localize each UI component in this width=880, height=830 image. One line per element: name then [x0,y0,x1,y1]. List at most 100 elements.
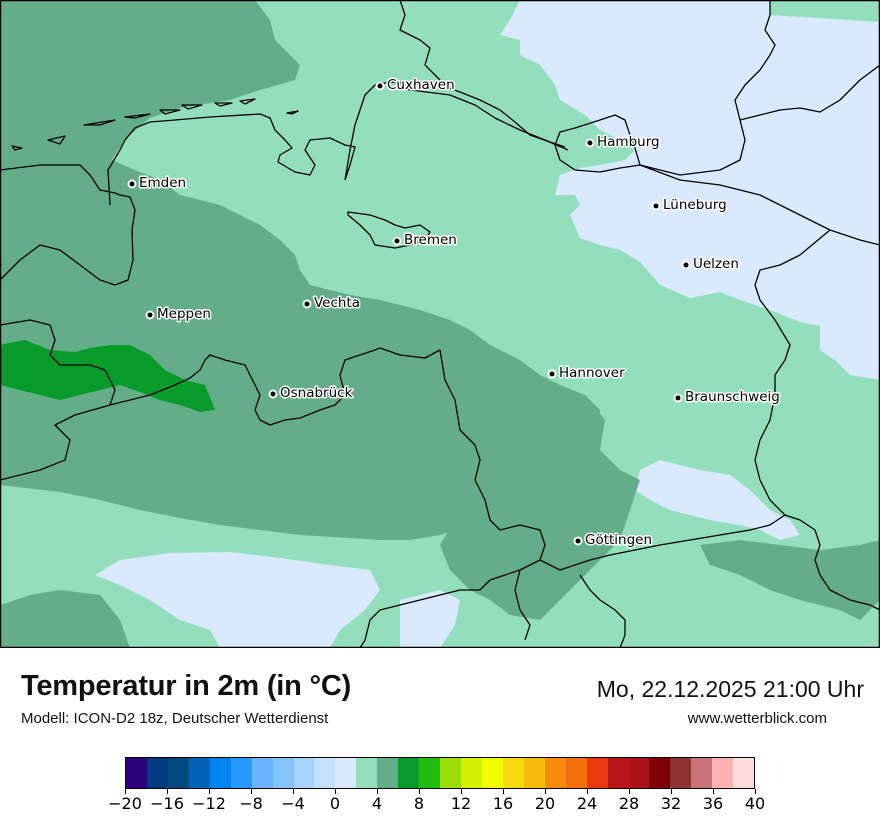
border-mecklenburg [739,64,880,121]
colorbar-tick-label: 12 [450,794,472,813]
colorbar-tick [208,789,210,794]
colorbar-segment [670,758,692,788]
colorbar-ticks: −20 −16 −12 −8 −4 0 4 8 12 16 20 24 28 32 36 40 [0,789,880,829]
border-bremen [347,211,431,249]
border-netherlands-south [0,319,116,481]
colorbar-segment [209,758,231,788]
colorbar-tick [754,789,756,794]
colorbar-segment [628,758,650,788]
colorbar-tick [418,789,420,794]
city-marker: Osnabrück [268,384,354,403]
city-marker: Lüneburg [651,196,728,215]
border-schleswig [639,0,776,176]
colorbar-tick-label: −4 [281,794,305,813]
colorbar-segment [419,758,441,788]
region-0-2c-south [95,552,380,648]
colorbar-segment [126,758,147,788]
border-hamburg [554,114,641,173]
colorbar-segment [461,758,482,788]
city-label: Osnabrück [280,385,353,401]
colorbar-tick-label: −12 [192,794,226,813]
colorbar-segment [607,758,629,788]
colorbar-segment [293,758,315,788]
colorbar-tick-label: 8 [413,794,425,813]
colorbar-segment [356,758,378,788]
colorbar-tick-label: 20 [534,794,556,813]
border-hessen [359,349,546,648]
city-dot-icon [375,81,385,91]
border-mecklenburg-south [639,164,880,246]
colorbar-segment [649,758,671,788]
border-netherlands [0,164,136,286]
colorbar-segment [733,758,755,788]
city-marker: Meppen [145,305,212,324]
city-marker: Braunschweig [673,388,781,407]
colorbar-segment [398,758,420,788]
coastline-north [399,0,441,81]
colorbar-tick [250,789,252,794]
forecast-datetime: Mo, 22.12.2025 21:00 Uhr [596,676,864,702]
colorbar-tick [460,789,462,794]
city-dot-icon [392,236,402,246]
colorbar-tick-label: 32 [660,794,682,813]
colorbar-segment [712,758,734,788]
colorbar-tick-label: 4 [371,794,383,813]
colorbar-segment [314,758,336,788]
border-nrw-osnabrueck [109,347,441,426]
city-dot-icon [681,260,691,270]
islands [11,98,299,151]
colorbar-segment [146,758,168,788]
colorbar-tick [628,789,630,794]
temperature-map: Cuxhaven Hamburg Emden Lüneburg Bremen Uelzen… [0,0,880,648]
city-marker: Bremen [392,231,458,250]
city-marker: Uelzen [681,255,740,274]
colorbar-tick-label: 24 [576,794,598,813]
map-title: Temperatur in 2m (in °C) [21,670,352,702]
city-label: Hannover [559,365,625,381]
colorbar-segment [377,758,399,788]
colorbar-tick-label: −20 [108,794,142,813]
city-label: Vechta [314,295,360,311]
colorbar-segment [523,758,545,788]
coastline-east-frisia [107,113,356,206]
temperature-colorbar [125,757,755,789]
border-thueringen [539,514,786,571]
border-south-lines [514,569,626,648]
city-dot-icon [651,201,661,211]
city-dot-icon [268,389,278,399]
colorbar-tick [670,789,672,794]
city-label: Göttingen [585,532,652,548]
region-4-6c-southwest [0,590,130,648]
city-dot-icon [573,536,583,546]
colorbar-segment [565,758,587,788]
colorbar-tick [334,789,336,794]
city-label: Emden [139,175,186,191]
city-label: Lüneburg [663,197,727,213]
colorbar-tick-label: 40 [744,794,766,813]
colorbar-tick [292,789,294,794]
colorbar-segment [230,758,252,788]
city-label: Cuxhaven [387,77,455,93]
colorbar-tick [166,789,168,794]
city-marker: Cuxhaven [375,76,456,95]
city-label: Bremen [404,232,457,248]
colorbar-tick-label: 28 [618,794,640,813]
colorbar-segment [691,758,713,788]
city-marker: Hannover [547,364,627,383]
colorbar-tick-label: 0 [329,794,341,813]
city-marker: Göttingen [573,531,654,550]
colorbar-tick [502,789,504,794]
city-label: Braunschweig [685,389,780,405]
colorbar-tick-label: 16 [492,794,514,813]
city-label: Uelzen [693,256,739,272]
website-link[interactable]: www.wetterblick.com [687,710,827,727]
colorbar-tick [124,789,126,794]
city-dot-icon [547,369,557,379]
colorbar-segment [335,758,357,788]
colorbar-tick [586,789,588,794]
region-0-2c-east2 [820,320,880,380]
city-dot-icon [673,393,683,403]
colorbar-segment [188,758,210,788]
model-source: Modell: ICON-D2 18z, Deutscher Wetterdie… [21,710,329,727]
colorbar-tick [712,789,714,794]
